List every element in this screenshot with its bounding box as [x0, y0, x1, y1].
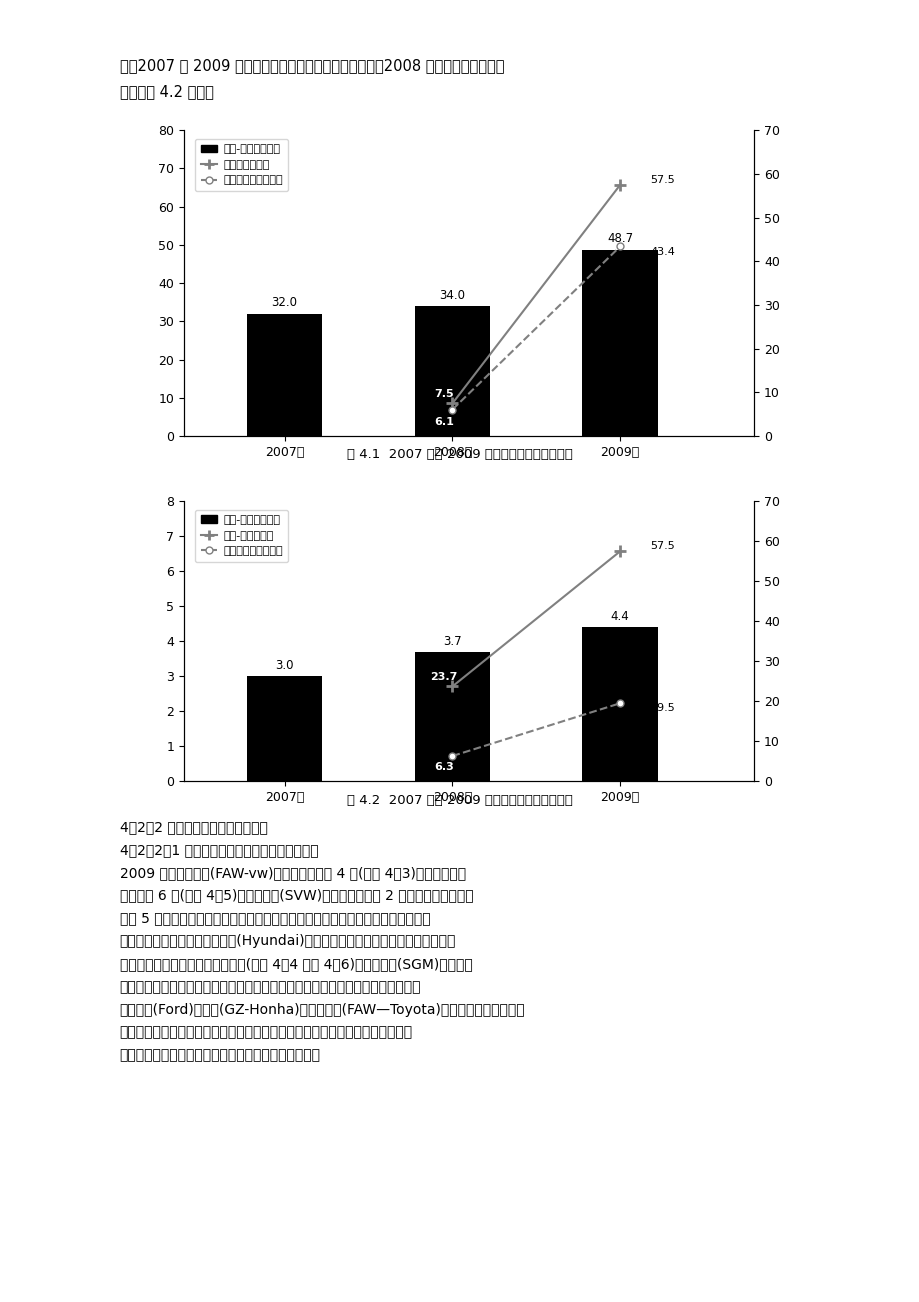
Bar — [414, 306, 490, 436]
Text: 平。福特(Ford)、广本(GZ-Honha)、一汽丰田(FAW—Toyota)的全款和贷款销量都较: 平。福特(Ford)、广本(GZ-Honha)、一汽丰田(FAW—Toyota)… — [119, 1003, 525, 1017]
Text: 2009 年，一汽大众(FAW-vw)全款销量位于第 4 位(见图 4．3)，但贷款销量: 2009 年，一汽大众(FAW-vw)全款销量位于第 4 位(见图 4．3)，但… — [119, 866, 465, 880]
Text: 款销量都保持第一，全款增长率高于平均水平位居第二，贷款增长率略低于平均水: 款销量都保持第一，全款增长率高于平均水平位居第二，贷款增长率略低于平均水 — [119, 979, 421, 993]
Text: 19.5: 19.5 — [650, 703, 675, 713]
Bar — [582, 250, 657, 436]
Text: 增长率最高且销量也在前三名之列(见图 4．4 和图 4．6)。上海通用(SGM)全款和贷: 增长率最高且销量也在前三名之列(见图 4．4 和图 4．6)。上海通用(SGM)… — [119, 957, 471, 971]
Text: 32.0: 32.0 — [271, 296, 298, 309]
Text: 示。2007 和 2009 年大众车贷渗透率低于全国平均水平，2008 年略高于全国平均水: 示。2007 和 2009 年大众车贷渗透率低于全国平均水平，2008 年略高于… — [119, 59, 504, 74]
Text: 3.7: 3.7 — [443, 634, 461, 647]
Text: 43.4: 43.4 — [650, 247, 675, 258]
Text: 低，且增长率也不高，在平均水平或之下。一汽大众和上海大众的全款销量都较: 低，且增长率也不高，在平均水平或之下。一汽大众和上海大众的全款销量都较 — [119, 1026, 413, 1039]
Text: 牌车贷增长速度加快。北京现代(Hyundai)在全款和贷款两方面的表现都非常突出，: 牌车贷增长速度加快。北京现代(Hyundai)在全款和贷款两方面的表现都非常突出… — [119, 935, 456, 948]
Text: 23.7: 23.7 — [430, 672, 458, 682]
Text: 图 4.1  2007 年至 2009 年大众全款销量和增长率: 图 4.1 2007 年至 2009 年大众全款销量和增长率 — [346, 448, 573, 461]
Text: 于第 5 位。总体来看，大众车贷增长率保持增长势头，但增速放缓；而绝大部分品: 于第 5 位。总体来看，大众车贷增长率保持增长势头，但增速放缓；而绝大部分品 — [119, 911, 430, 926]
Bar — [246, 314, 322, 436]
Text: 3.0: 3.0 — [275, 659, 293, 672]
Text: 6.3: 6.3 — [434, 762, 453, 772]
Text: 6.1: 6.1 — [434, 417, 453, 427]
Text: 4．2．2 汽车金融公司市场开发现状: 4．2．2 汽车金融公司市场开发现状 — [119, 820, 267, 835]
Text: 57.5: 57.5 — [650, 174, 675, 185]
Text: 48.7: 48.7 — [607, 232, 632, 245]
Text: 高，增长率居于平均水平；但二者的贷款销量都较低。: 高，增长率居于平均水平；但二者的贷款销量都较低。 — [119, 1048, 320, 1062]
Text: 平，如图 4.2 所示。: 平，如图 4.2 所示。 — [119, 85, 213, 100]
Text: 57.5: 57.5 — [650, 542, 675, 551]
Text: 仅位于第 6 位(见图 4．5)；上海大众(SVW)全款销量位于第 2 位，但贷款销量仅位: 仅位于第 6 位(见图 4．5)；上海大众(SVW)全款销量位于第 2 位，但贷… — [119, 888, 472, 902]
Legend: 一汽-大众贷款销量, 一汽-大众增长率, 全国增长率（参考）: 一汽-大众贷款销量, 一汽-大众增长率, 全国增长率（参考） — [195, 509, 288, 562]
Text: 7.5: 7.5 — [434, 389, 453, 398]
Text: 4．2．2．1 主要竞争品牌的全款和贷款销量表现: 4．2．2．1 主要竞争品牌的全款和贷款销量表现 — [119, 844, 318, 857]
Bar — [414, 652, 490, 781]
Legend: 一汽-大众全款销量, 一汽大众增长率, 全国增长率（参考）: 一汽-大众全款销量, 一汽大众增长率, 全国增长率（参考） — [195, 139, 288, 191]
Text: 34.0: 34.0 — [439, 289, 465, 302]
Text: 4.4: 4.4 — [610, 611, 629, 624]
Bar — [582, 628, 657, 781]
Bar — [246, 676, 322, 781]
Text: 图 4.2  2007 年至 2009 年大众贷款销量和增长率: 图 4.2 2007 年至 2009 年大众贷款销量和增长率 — [346, 794, 573, 807]
